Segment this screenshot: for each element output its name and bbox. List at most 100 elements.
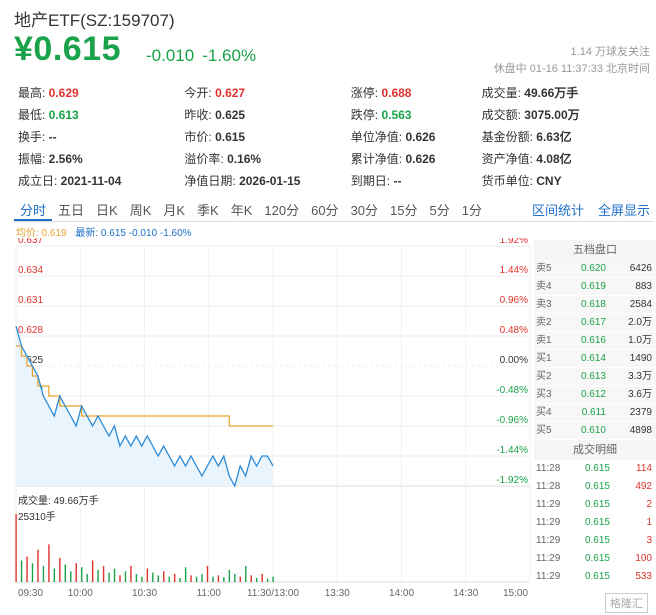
trade-time: 11:29 (536, 517, 561, 528)
range-stats-button[interactable]: 区间统计 (531, 203, 584, 218)
tab-4[interactable]: 周K (129, 203, 152, 218)
stat-item: 成交额: 3075.00万 (482, 106, 648, 128)
volume-bar (245, 565, 247, 582)
tab-1[interactable]: 分时 (14, 198, 53, 221)
trade-time: 11:29 (536, 553, 561, 564)
trade-row: 11:28 0.615 492 (534, 478, 656, 496)
stat-label: 涨停: (350, 86, 382, 100)
security-title: 地产ETF(SZ:159707) (14, 11, 175, 30)
pct-tick-label: 1.44% (500, 265, 528, 276)
price-area (16, 326, 273, 486)
x-tick-label: 09:30 (18, 588, 43, 599)
fullscreen-button[interactable]: 全屏显示 (597, 203, 650, 218)
stat-label: 振幅: (18, 152, 49, 166)
volume-bar (173, 573, 176, 582)
trade-price: 0.615 (584, 571, 610, 582)
stats-row: 最低: 0.613 昨收: 0.625 跌停: 0.563 成交额: 3075.00万 (18, 106, 648, 128)
stat-value: CNY (536, 174, 562, 188)
trade-volume: 3 (646, 535, 652, 546)
stat-value: 0.16% (227, 152, 262, 166)
stat-item: 最高: 0.629 (18, 84, 184, 106)
stat-label: 基金份额: (481, 130, 537, 144)
tab-11[interactable]: 15分 (390, 203, 418, 218)
pct-tick-label: -1.44% (496, 445, 528, 456)
pct-tick-label: 0.00% (500, 355, 528, 366)
stat-label: 资产净值: (481, 152, 537, 166)
stat-value: 4.08亿 (536, 152, 572, 166)
trade-volume: 2 (646, 499, 652, 510)
trade-price: 0.615 (584, 517, 610, 528)
level-label: 卖1 (536, 335, 552, 346)
stat-label: 到期日: (350, 174, 394, 188)
stat-item: 累计净值: 0.626 (351, 150, 482, 172)
x-tick-label: 14:00 (389, 588, 414, 599)
tab-13[interactable]: 1分 (461, 203, 482, 218)
stat-item: 换手: -- (18, 128, 184, 150)
tab-5[interactable]: 月K (163, 203, 186, 218)
intraday-chart[interactable]: 0.637 1.92% 0.634 1.44% 0.631 0.96% 0.628 0.48%… (14, 238, 532, 610)
volume-bar (81, 567, 83, 582)
volume-bar (108, 572, 110, 582)
volume-bar (53, 568, 56, 582)
stat-value: 0.563 (381, 108, 412, 122)
pct-tick-label: -0.96% (496, 415, 528, 426)
pct-tick-label: -0.48% (496, 385, 528, 396)
trade-row: 11:29 0.615 1 (534, 514, 656, 532)
x-tick-label: 15:00 (503, 588, 528, 599)
trade-row: 11:29 0.615 2 (534, 496, 656, 514)
order-book-panel: 五档盘口 卖5 0.620 6426 卖4 0.619 883 卖3 0.618 2584 卖2 0.… (534, 240, 656, 586)
market-status: 休盘中 01-16 11:37:33 北京时间 (493, 63, 650, 75)
pct-tick-label: 0.48% (500, 325, 528, 336)
volume-max-label: 25310手 (18, 510, 56, 523)
volume-bar (64, 564, 67, 582)
volume-bar (217, 575, 220, 582)
stat-value: -- (393, 174, 402, 188)
stat-value: 0.627 (215, 86, 246, 100)
level-volume: 3.3万 (628, 371, 652, 382)
tab-10[interactable]: 30分 (350, 203, 379, 218)
trade-volume: 100 (635, 553, 652, 564)
level-volume: 4898 (629, 425, 652, 436)
x-tick-label: 10:30 (132, 588, 157, 599)
ask-level: 卖2 0.617 2.0万 (534, 314, 656, 332)
stat-value: 0.688 (381, 86, 412, 100)
level-volume: 3.6万 (628, 389, 652, 400)
chart-period-tabs: 分时 五日 日K 周K 月K 季K 年K 120分 60分 30分 15分 5分 1分 区间统计 全屏显示 (14, 198, 654, 222)
trade-row: 11:28 0.615 114 (534, 460, 656, 478)
tab-3[interactable]: 日K (96, 203, 118, 218)
tab-6[interactable]: 季K (197, 203, 219, 218)
tab-7[interactable]: 年K (230, 203, 253, 218)
stat-label: 累计净值: (350, 152, 406, 166)
stat-value: 2026-01-15 (239, 174, 301, 188)
volume-bar (168, 576, 170, 582)
stat-item: 成立日: 2021-11-04 (18, 172, 184, 194)
ask-level: 卖5 0.620 6426 (534, 260, 656, 278)
volume-bar (37, 549, 39, 582)
stat-label: 成交量: (481, 86, 525, 100)
stat-value: 0.613 (48, 108, 79, 122)
y-tick-label: 0.625 (18, 355, 43, 366)
stat-item: 到期日: -- (351, 172, 482, 194)
level-price: 0.610 (580, 425, 606, 436)
volume-bar (113, 568, 116, 582)
level-price: 0.614 (580, 353, 606, 364)
stat-label: 跌停: (350, 108, 382, 122)
tab-9[interactable]: 60分 (311, 203, 339, 218)
volume-bar (190, 575, 192, 582)
trades-title: 成交明细 (534, 440, 656, 460)
tab-12[interactable]: 5分 (429, 203, 450, 218)
stat-item: 资产净值: 4.08亿 (482, 150, 648, 172)
stat-item: 振幅: 2.56% (18, 150, 184, 172)
trade-price: 0.615 (584, 481, 610, 492)
change-percent: -1.60% (202, 46, 257, 65)
level-price: 0.616 (580, 335, 606, 346)
volume-bar (42, 565, 45, 582)
ask-level: 卖1 0.616 1.0万 (534, 332, 656, 350)
trade-volume: 533 (635, 571, 652, 582)
level-volume: 1490 (629, 353, 652, 364)
volume-bar (184, 567, 187, 582)
stat-label: 成交额: (481, 108, 525, 122)
y-tick-label: 0.631 (18, 295, 43, 306)
tab-2[interactable]: 五日 (58, 203, 85, 218)
tab-8[interactable]: 120分 (264, 203, 300, 218)
